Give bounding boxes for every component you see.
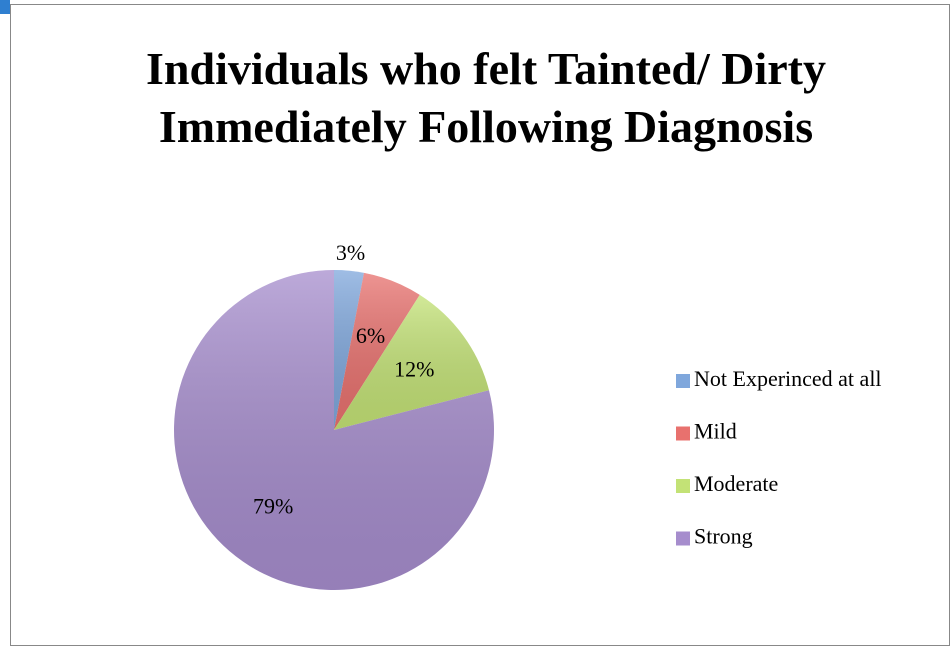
legend-swatch — [676, 426, 690, 441]
legend-label: Strong — [694, 524, 753, 549]
chart-frame — [10, 4, 950, 646]
legend-swatch — [676, 479, 690, 493]
slice-shade — [334, 270, 364, 430]
legend-label: Mild — [694, 419, 737, 444]
selection-marker — [0, 0, 10, 14]
slice-shade — [334, 294, 489, 430]
data-label: 3% — [336, 240, 365, 265]
legend-swatch — [676, 531, 690, 546]
legend-swatch — [676, 374, 690, 388]
slice-shade — [334, 272, 420, 430]
slice-shade — [174, 270, 494, 590]
legend-label: Moderate — [694, 471, 778, 496]
data-label: 6% — [356, 323, 385, 348]
legend-label: Not Experinced at all — [694, 366, 882, 391]
chart-title: Individuals who felt Tainted/ Dirty Imme… — [146, 43, 826, 152]
data-label: 12% — [394, 357, 434, 382]
data-label: 79% — [253, 493, 293, 518]
